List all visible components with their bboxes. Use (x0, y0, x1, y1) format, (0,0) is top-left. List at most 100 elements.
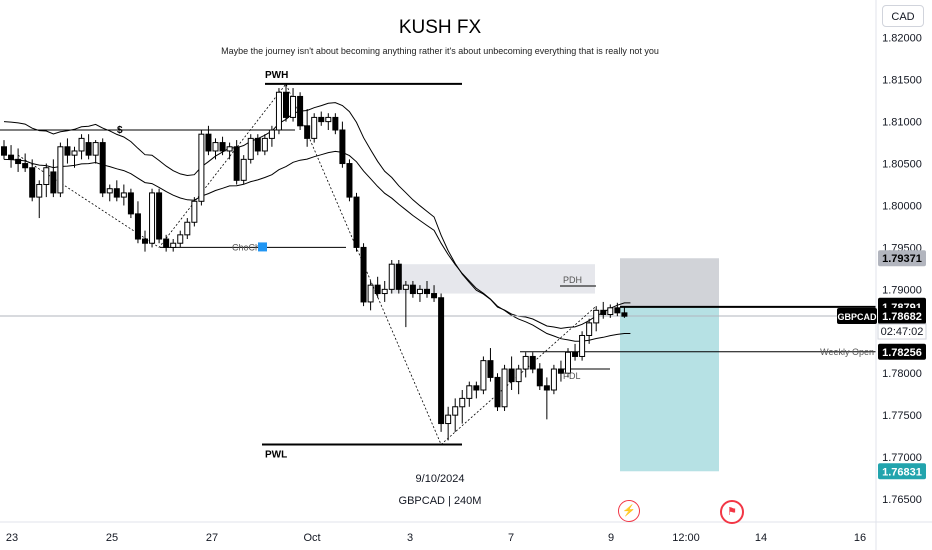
candle[interactable] (614, 302, 621, 317)
candle[interactable] (212, 138, 219, 160)
candle[interactable] (424, 280, 430, 298)
candle[interactable] (325, 113, 332, 130)
candle[interactable] (593, 306, 600, 332)
candle[interactable] (22, 153, 29, 172)
candle[interactable] (297, 92, 304, 130)
candle[interactable] (134, 201, 141, 244)
candle[interactable] (480, 356, 487, 395)
candle[interactable] (557, 360, 564, 382)
candle[interactable] (283, 83, 289, 122)
candle[interactable] (332, 113, 339, 135)
candle[interactable] (163, 234, 170, 252)
candle[interactable] (43, 163, 50, 198)
candle[interactable] (515, 364, 522, 395)
candle[interactable] (113, 180, 120, 202)
bearish-candle-body (1, 146, 7, 156)
candle[interactable] (233, 140, 240, 185)
candle[interactable] (536, 363, 543, 390)
candle[interactable] (184, 218, 191, 240)
candle[interactable] (29, 159, 36, 202)
candle[interactable] (607, 304, 614, 318)
candle[interactable] (395, 260, 402, 294)
candle[interactable] (586, 318, 593, 344)
bearish-candle-body (219, 142, 226, 152)
candle[interactable] (226, 142, 233, 160)
info-icon[interactable] (258, 242, 267, 252)
candle[interactable] (529, 352, 536, 374)
candle[interactable] (543, 377, 550, 420)
candle[interactable] (127, 188, 134, 219)
candle[interactable] (438, 293, 445, 432)
candle[interactable] (353, 192, 360, 252)
candle[interactable] (339, 121, 346, 168)
candle[interactable] (494, 373, 501, 411)
candle[interactable] (318, 111, 325, 126)
candle[interactable] (579, 331, 586, 361)
candle[interactable] (156, 188, 163, 244)
candle[interactable] (621, 306, 628, 318)
candle[interactable] (374, 276, 381, 298)
candle[interactable] (452, 398, 459, 432)
bullish-candle-body (226, 146, 233, 152)
candle[interactable] (1, 140, 7, 160)
candle[interactable] (360, 243, 367, 307)
candle[interactable] (92, 140, 99, 164)
candle[interactable] (600, 301, 607, 319)
candle[interactable] (459, 390, 466, 424)
candle[interactable] (416, 285, 423, 302)
candle[interactable] (572, 343, 579, 361)
candle[interactable] (8, 145, 15, 168)
bearish-candle-body (304, 125, 311, 139)
candle[interactable] (466, 381, 473, 407)
candle[interactable] (106, 184, 113, 202)
candle[interactable] (120, 184, 127, 206)
candle[interactable] (15, 148, 22, 172)
candle[interactable] (367, 280, 374, 311)
candle[interactable] (99, 138, 106, 198)
candle[interactable] (550, 364, 557, 395)
candle[interactable] (219, 136, 226, 156)
candle[interactable] (445, 406, 452, 441)
candle[interactable] (50, 159, 57, 198)
candle[interactable] (177, 230, 184, 248)
candle[interactable] (170, 239, 177, 252)
candle[interactable] (402, 280, 409, 328)
candle[interactable] (85, 134, 92, 160)
candle[interactable] (254, 134, 261, 156)
candle[interactable] (64, 138, 71, 164)
candle[interactable] (522, 352, 529, 378)
candle[interactable] (487, 348, 494, 382)
candle[interactable] (409, 280, 416, 298)
candle[interactable] (346, 159, 353, 202)
candle[interactable] (191, 197, 198, 227)
lightning-icon[interactable]: ⚡ (618, 500, 640, 522)
candle[interactable] (142, 230, 148, 252)
candle[interactable] (304, 109, 311, 147)
candle[interactable] (57, 142, 64, 198)
candle[interactable] (431, 285, 438, 302)
candle[interactable] (71, 146, 78, 168)
candle[interactable] (290, 88, 297, 122)
currency-button[interactable]: CAD (882, 5, 924, 27)
candle[interactable] (36, 180, 43, 219)
candle[interactable] (501, 364, 508, 411)
candle[interactable] (381, 280, 388, 302)
flag-icon[interactable]: ⚑ (720, 500, 744, 524)
candle[interactable] (149, 188, 156, 248)
candle[interactable] (311, 113, 318, 143)
candle[interactable] (275, 88, 282, 135)
candle[interactable] (473, 381, 480, 399)
candle[interactable] (268, 125, 275, 147)
candle[interactable] (205, 125, 212, 156)
candle[interactable] (240, 155, 247, 185)
candle[interactable] (388, 260, 395, 294)
candle[interactable] (198, 130, 205, 206)
bearish-candle-body (529, 355, 536, 370)
candle[interactable] (565, 348, 571, 378)
candle[interactable] (247, 134, 254, 164)
candle[interactable] (508, 356, 515, 390)
candle[interactable] (261, 134, 268, 156)
candle[interactable] (78, 134, 85, 160)
pdh-label: PDH (563, 275, 582, 285)
